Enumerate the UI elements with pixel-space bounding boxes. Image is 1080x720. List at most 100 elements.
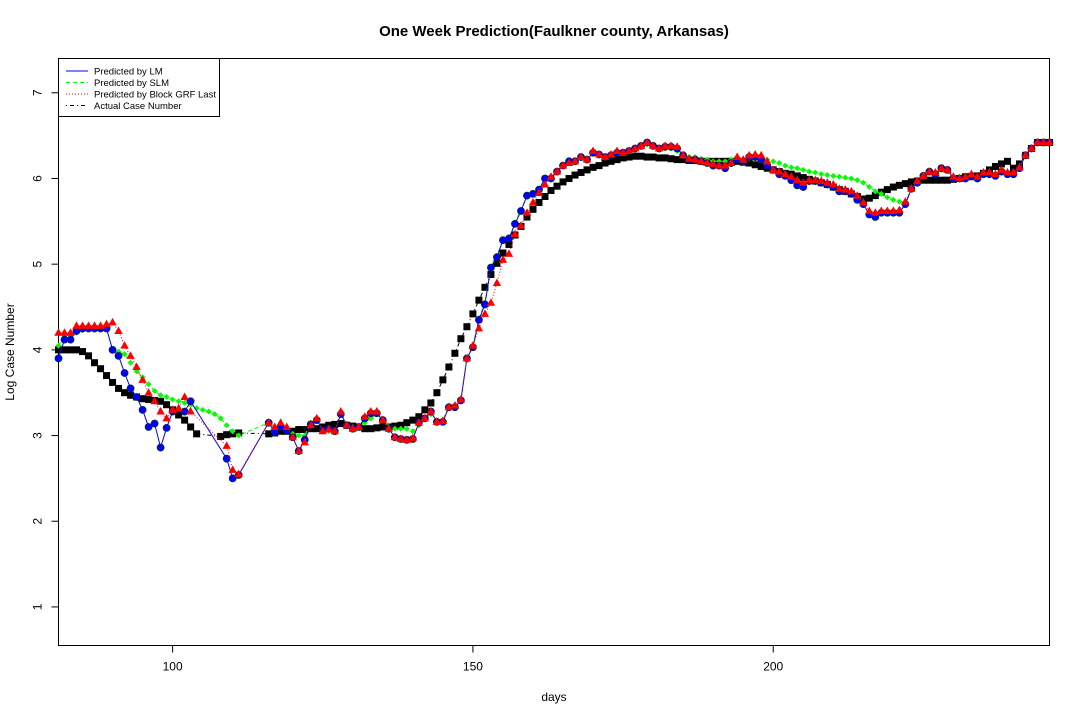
point-predicted-by-slm [824,172,831,179]
point-predicted-by-block-grf-last [300,437,309,446]
point-predicted-by-slm [860,179,867,186]
point-predicted-by-slm [55,342,62,349]
point-actual-case-number [1003,157,1011,165]
point-predicted-by-slm [800,166,807,173]
point-predicted-by-block-grf-last [907,184,916,192]
point-predicted-by-block-grf-last [264,418,273,426]
point-predicted-by-block-grf-last [865,206,874,215]
point-predicted-by-lm [487,263,495,272]
point-predicted-by-block-grf-last [853,191,862,199]
point-actual-case-number [493,259,501,267]
point-predicted-by-block-grf-last [516,221,526,229]
point-predicted-by-slm [782,162,789,169]
point-predicted-by-block-grf-last [396,434,406,442]
point-predicted-by-block-grf-last [690,155,700,163]
point-predicted-by-block-grf-last [312,413,321,422]
point-actual-case-number [55,346,62,354]
point-predicted-by-block-grf-last [234,469,243,478]
point-actual-case-number [121,389,129,397]
point-predicted-by-slm [367,415,374,422]
point-predicted-by-slm [403,425,410,432]
point-predicted-by-block-grf-last [726,158,736,167]
point-predicted-by-slm [409,428,416,435]
point-predicted-by-slm [776,160,783,167]
y-tick-label: 5 [31,261,45,268]
point-actual-case-number [751,161,759,169]
point-actual-case-number [643,153,651,161]
point-actual-case-number [181,416,189,424]
y-tick-label: 4 [31,346,45,353]
point-actual-case-number [301,426,309,434]
point-predicted-by-lm [132,393,141,401]
point-predicted-by-block-grf-last [324,425,333,433]
point-predicted-by-block-grf-last [540,179,550,188]
point-predicted-by-slm [175,398,182,405]
point-predicted-by-block-grf-last [144,388,153,396]
point-predicted-by-slm [818,171,825,178]
point-actual-case-number [73,346,81,354]
point-predicted-by-block-grf-last [696,156,706,165]
point-actual-case-number [109,378,117,386]
point-predicted-by-slm [163,393,170,400]
point-predicted-by-lm [54,354,63,363]
point-actual-case-number [397,421,405,429]
point-actual-case-number [127,391,135,399]
point-predicted-by-block-grf-last [823,178,832,186]
point-actual-case-number [163,401,171,409]
point-predicted-by-block-grf-last [66,328,75,336]
x-axis: 100 150 200 [163,645,784,674]
point-predicted-by-block-grf-last [432,417,442,425]
point-predicted-by-block-grf-last [594,149,604,158]
point-actual-case-number [661,154,669,162]
point-actual-case-number [187,423,195,431]
point-predicted-by-block-grf-last [636,141,646,149]
point-actual-case-number [193,430,201,438]
point-actual-case-number [925,176,933,184]
point-actual-case-number [547,186,555,194]
point-actual-case-number [475,296,483,304]
point-actual-case-number [553,182,561,190]
point-predicted-by-block-grf-last [757,150,766,159]
point-predicted-by-block-grf-last [108,317,117,326]
legend-entry: Predicted by LM [94,67,163,78]
point-predicted-by-block-grf-last [799,178,808,186]
point-actual-case-number [559,178,567,186]
point-actual-case-number [637,152,645,160]
point-predicted-by-block-grf-last [486,298,496,306]
point-actual-case-number [931,176,939,184]
point-actual-case-number [757,162,765,170]
series-layer [54,137,1054,483]
point-predicted-by-block-grf-last [811,175,820,184]
point-predicted-by-block-grf-last [919,171,928,179]
point-predicted-by-block-grf-last [835,184,844,192]
point-predicted-by-slm [854,177,861,184]
point-predicted-by-block-grf-last [943,165,952,173]
point-predicted-by-block-grf-last [1045,137,1054,146]
point-predicted-by-slm [842,174,849,181]
point-predicted-by-block-grf-last [895,205,904,214]
point-predicted-by-block-grf-last [558,161,568,169]
point-predicted-by-block-grf-last [528,197,538,206]
point-actual-case-number [445,363,453,371]
point-actual-case-number [523,213,531,221]
point-actual-case-number [463,323,471,331]
point-actual-case-number [313,425,321,433]
point-predicted-by-block-grf-last [420,413,430,422]
point-predicted-by-block-grf-last [841,185,850,193]
point-predicted-by-block-grf-last [1003,167,1012,176]
point-predicted-by-block-grf-last [78,321,87,329]
point-actual-case-number [619,154,627,162]
point-actual-case-number [655,154,663,162]
point-predicted-by-block-grf-last [288,432,297,441]
point-predicted-by-block-grf-last [426,407,436,415]
point-predicted-by-slm [199,406,206,413]
point-predicted-by-block-grf-last [492,278,502,287]
point-actual-case-number [991,162,999,170]
point-predicted-by-block-grf-last [72,321,81,329]
point-predicted-by-block-grf-last [738,155,748,163]
point-predicted-by-block-grf-last [162,413,171,422]
point-actual-case-number [409,416,417,424]
point-predicted-by-block-grf-last [114,326,123,335]
point-predicted-by-block-grf-last [660,141,670,149]
